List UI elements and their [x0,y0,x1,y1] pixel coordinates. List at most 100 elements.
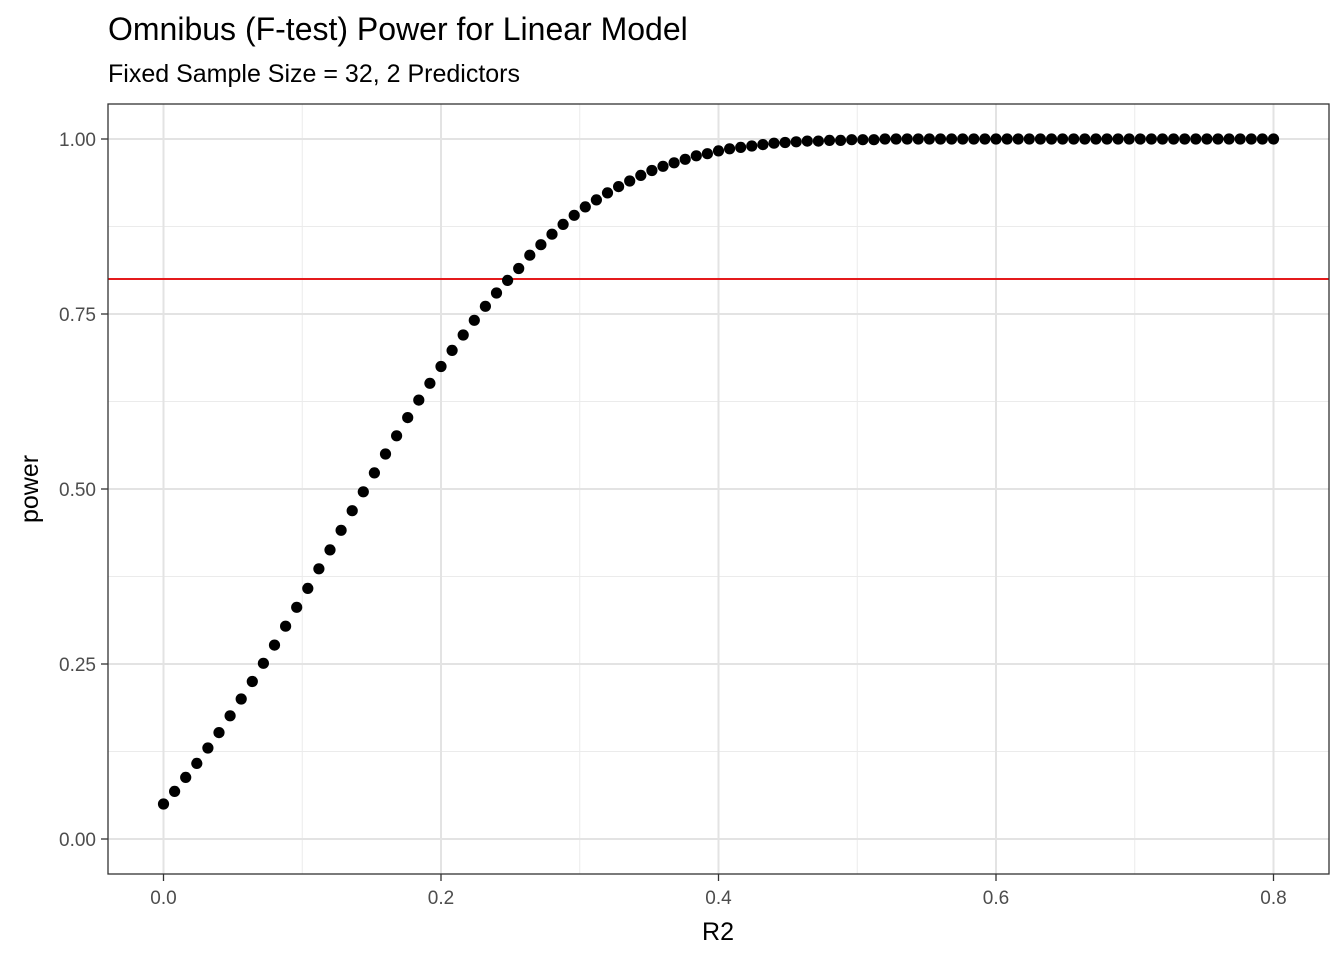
data-point [1045,133,1058,145]
data-point [1068,133,1080,145]
data-point [524,249,536,261]
data-point [901,133,913,145]
data-point [191,757,203,770]
x-tick-label: 0.0 [150,888,176,909]
data-point [735,141,747,153]
data-point [568,209,580,221]
data-point [812,135,825,147]
data-point [535,239,547,251]
data-point [291,601,303,613]
data-point [402,412,414,424]
data-point [324,544,336,556]
y-tick-label: 0.50 [59,480,96,501]
data-point [590,194,603,206]
y-axis-title: power [16,455,44,523]
data-point [391,430,403,442]
data-point [468,314,480,326]
data-point [657,160,669,172]
y-tick-label: 0.00 [59,830,96,851]
data-point [557,218,569,230]
data-point [502,274,514,286]
data-point [724,143,736,155]
data-point [1256,133,1268,145]
data-point [579,201,591,213]
data-point [224,710,236,722]
data-point [1201,133,1213,145]
data-point [546,228,558,240]
data-point [823,134,836,146]
data-point [1267,133,1280,145]
major-gridlines [108,104,1329,874]
data-point [1123,133,1135,145]
data-point [213,727,225,739]
data-point [302,582,314,595]
data-point [757,139,769,151]
chart-title: Omnibus (F-test) Power for Linear Model [108,11,688,47]
data-point [690,150,702,162]
x-axis-title: R2 [702,918,734,946]
y-tick-label: 0.25 [59,655,96,676]
data-point [335,524,347,536]
data-point [446,344,458,356]
data-point [169,785,181,798]
data-point [1012,133,1024,145]
data-point [257,657,269,669]
data-point [346,505,358,517]
x-tick-label: 0.6 [983,888,1009,909]
data-point [601,187,614,199]
data-point [957,133,969,145]
plot-panel [107,103,1330,875]
data-point [413,394,425,406]
data-point [946,133,958,145]
data-point [157,798,170,810]
data-point [801,135,813,147]
data-point [313,563,325,575]
data-point [1156,133,1169,145]
data-point [712,145,725,157]
data-point [1245,133,1257,145]
data-point [246,675,258,688]
chart-subtitle: Fixed Sample Size = 32, 2 Predictors [108,60,520,88]
data-point [1190,133,1202,145]
data-point [701,148,714,160]
data-point [1179,133,1191,145]
data-point [1057,133,1069,145]
data-point [912,133,924,145]
data-point [379,448,392,460]
data-point [635,169,647,181]
data-point [1134,133,1146,145]
data-point [513,262,525,275]
data-point [1101,133,1113,145]
data-point [424,377,436,389]
data-point [1023,133,1035,145]
data-point [1168,133,1180,145]
y-tick-label: 0.75 [59,305,96,326]
y-tick-label: 1.00 [59,130,96,151]
data-point [180,771,192,784]
data-point [435,360,447,373]
data-point [479,300,491,312]
data-point [490,287,503,299]
data-point [990,133,1002,145]
data-point [668,157,680,169]
x-tick-label: 0.2 [428,888,454,909]
data-point [268,639,281,651]
data-point [790,136,802,148]
data-point [890,133,902,145]
x-axis: 0.0 0.2 0.4 0.6 0.8 [150,874,1287,909]
data-point [979,133,991,145]
data-point [368,467,380,479]
data-point [857,134,869,146]
data-point [357,486,369,498]
data-point [923,133,936,145]
x-tick-label: 0.8 [1260,888,1286,909]
data-point [846,134,858,146]
data-point [868,134,880,146]
data-point [1079,133,1091,145]
data-point [879,133,891,145]
data-point [1145,133,1157,145]
data-point [1234,133,1246,145]
data-point [934,133,947,145]
data-point [746,140,758,152]
